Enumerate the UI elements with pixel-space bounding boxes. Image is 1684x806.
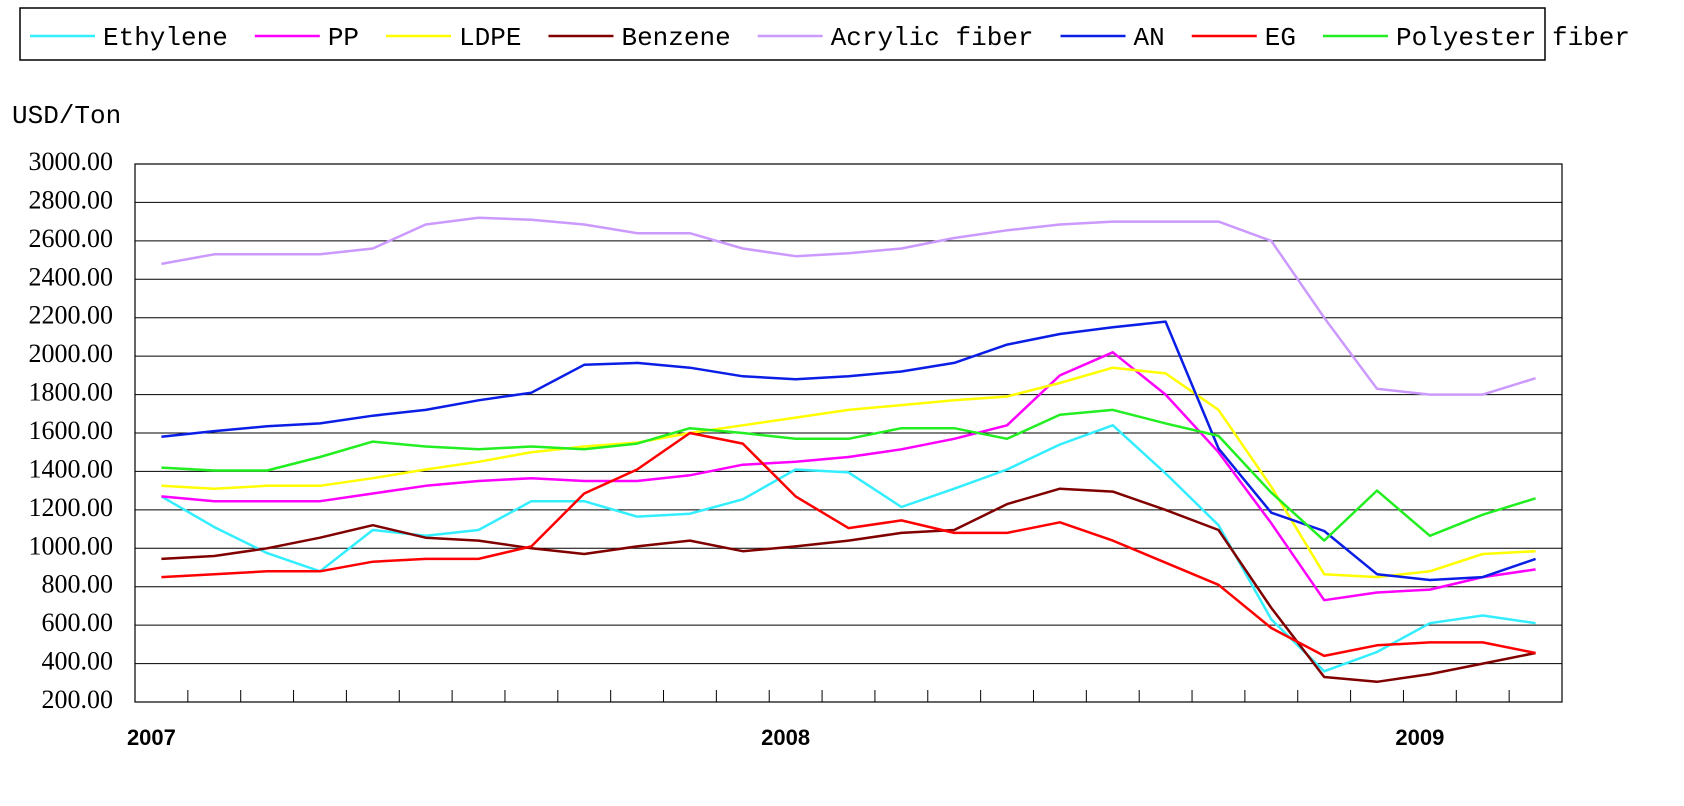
y-tick-label: 1400.00: [29, 454, 114, 483]
y-tick-label: 800.00: [42, 570, 114, 599]
legend-label: Acrylic fiber: [831, 23, 1034, 53]
x-tick-label: 2008: [761, 725, 810, 750]
y-tick-label: 1800.00: [29, 378, 114, 407]
y-tick-label: 2800.00: [29, 185, 114, 214]
y-tick-label: 200.00: [42, 685, 114, 714]
legend-label: Ethylene: [103, 23, 228, 53]
y-tick-label: 1200.00: [29, 493, 114, 522]
y-axis-label: USD/Ton: [12, 101, 121, 131]
legend-label: Polyester fiber: [1396, 23, 1630, 53]
series-line: [161, 431, 1536, 658]
y-tick-label: 600.00: [42, 608, 114, 637]
series-line: [161, 351, 1536, 602]
series-line: [161, 216, 1536, 396]
series-line: [161, 408, 1536, 542]
legend-label: Benzene: [621, 23, 730, 53]
series-line: [161, 487, 1536, 684]
x-tick-label: 2009: [1395, 725, 1444, 750]
y-tick-label: 2000.00: [29, 339, 114, 368]
plot-frame: [134, 163, 1563, 703]
y-tick-label: 2400.00: [29, 262, 114, 291]
y-tick-label: 2200.00: [29, 301, 114, 330]
legend-label: AN: [1134, 23, 1165, 53]
y-tick-label: 1000.00: [29, 531, 114, 560]
legend-label: LDPE: [459, 23, 521, 53]
legend-label: PP: [328, 23, 359, 53]
series-line: [161, 366, 1536, 579]
legend-label: EG: [1265, 23, 1296, 53]
x-tick-label: 2007: [127, 725, 176, 750]
y-tick-label: 400.00: [42, 647, 114, 676]
y-tick-label: 3000.00: [29, 147, 114, 176]
y-tick-label: 2600.00: [29, 224, 114, 253]
legend-box: [19, 7, 1546, 61]
y-tick-label: 1600.00: [29, 416, 114, 445]
